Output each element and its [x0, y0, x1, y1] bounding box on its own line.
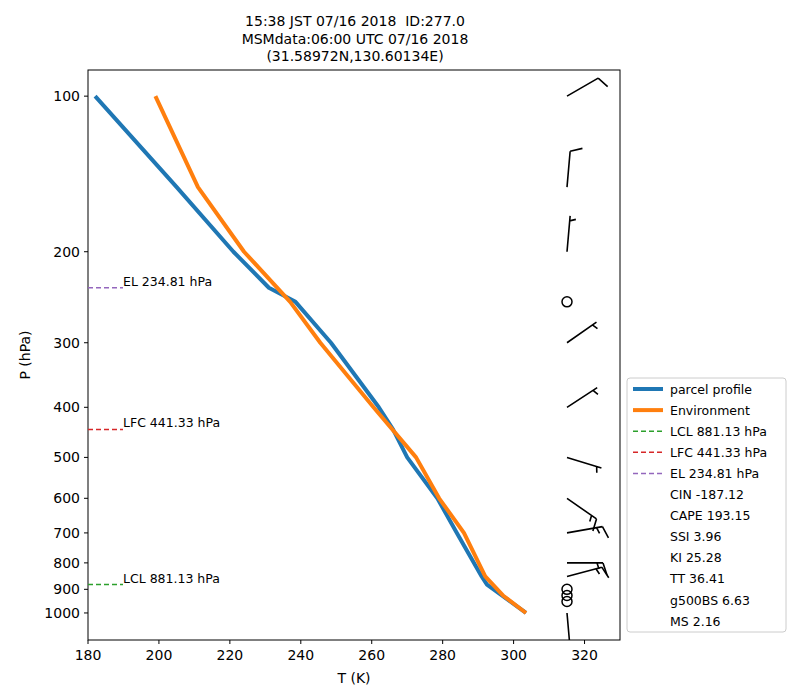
x-tick-label: 300 — [500, 647, 527, 663]
legend-index: KI 25.28 — [670, 550, 722, 565]
index-value: -187.12 — [696, 487, 744, 502]
legend-label: Environment — [670, 403, 750, 418]
y-tick — [84, 96, 88, 97]
level-line — [88, 429, 123, 431]
x-tick — [158, 640, 159, 644]
profile-line — [95, 96, 526, 613]
y-tick-label: 400 — [53, 399, 80, 415]
wind-barb — [564, 613, 570, 640]
x-tick — [584, 640, 585, 644]
index-value: 6.63 — [722, 593, 750, 608]
wind-barb — [567, 457, 601, 472]
index-value: 36.41 — [689, 571, 725, 586]
x-tick-label: 240 — [287, 647, 314, 663]
y-tick — [84, 562, 88, 563]
x-tick-label: 200 — [146, 647, 173, 663]
x-tick-label: 220 — [216, 647, 243, 663]
index-value: 193.15 — [707, 508, 751, 523]
y-tick-label: 700 — [53, 525, 80, 541]
x-tick-label: 320 — [571, 647, 598, 663]
chart: 15:38 JST 07/16 2018 ID:277.0 MSMdata:06:… — [0, 0, 800, 700]
legend-handle — [633, 430, 663, 432]
y-tick — [84, 498, 88, 499]
y-tick — [84, 612, 88, 613]
y-tick — [84, 342, 88, 343]
legend-handle — [633, 387, 663, 391]
wind-calm — [562, 596, 572, 606]
wind-barb — [567, 498, 596, 531]
legend-box — [627, 378, 786, 632]
plot-area — [95, 78, 609, 640]
level-label: EL 234.81 hPa — [123, 274, 212, 289]
index-value: 2.16 — [693, 614, 721, 629]
wind-barb — [567, 78, 608, 96]
legend-handle — [633, 408, 663, 412]
x-tick — [88, 640, 89, 644]
y-tick-label: 600 — [53, 490, 80, 506]
legend-index: TT 36.41 — [669, 571, 725, 586]
level-line — [88, 584, 123, 586]
legend-label: EL 234.81 hPa — [670, 466, 759, 481]
y-tick-label: 500 — [53, 449, 80, 465]
x-tick — [513, 640, 514, 644]
level-label: LCL 881.13 hPa — [123, 571, 220, 586]
x-axis-label: T (K) — [336, 670, 370, 686]
x-tick-label: 180 — [75, 647, 102, 663]
y-tick-label: 300 — [53, 335, 80, 351]
wind-barb — [567, 216, 576, 252]
wind-barb — [567, 388, 598, 408]
index-value: 3.96 — [694, 529, 722, 544]
x-tick — [229, 640, 230, 644]
index-name: CAPE — [670, 508, 703, 523]
wind-barb — [567, 148, 582, 187]
wind-barb — [567, 322, 597, 343]
index-name: CIN — [670, 487, 692, 502]
index-name: SSI — [670, 529, 690, 544]
legend-index: MS 2.16 — [670, 614, 721, 629]
wind-calm — [562, 297, 572, 307]
wind-barb — [567, 567, 609, 578]
index-name: KI — [670, 550, 682, 565]
y-tick — [84, 532, 88, 533]
y-tick-label: 800 — [53, 555, 80, 571]
legend-label: LCL 881.13 hPa — [670, 424, 767, 439]
legend-index: g500BS 6.63 — [670, 593, 750, 608]
index-name: TT — [669, 571, 685, 586]
y-tick-label: 100 — [53, 88, 80, 104]
legend: parcel profile Environment LCL 881.13 hPa L… — [627, 378, 786, 632]
x-tick-label: 280 — [429, 647, 456, 663]
wind-barb — [567, 527, 608, 538]
level-label: LFC 441.33 hPa — [123, 415, 220, 430]
legend-label: LFC 441.33 hPa — [670, 445, 767, 460]
y-tick-label: 200 — [53, 244, 80, 260]
index-name: MS — [670, 614, 689, 629]
subtitle: (31.58972N,130.60134E) — [266, 48, 443, 64]
title: 15:38 JST 07/16 2018 ID:277.0 — [245, 13, 465, 29]
plot-frame — [88, 70, 620, 640]
legend-handle — [633, 473, 663, 475]
legend-index: CAPE 193.15 — [670, 508, 750, 523]
index-value: 25.28 — [686, 550, 722, 565]
index-name: g500BS — [670, 593, 718, 608]
legend-handle — [633, 452, 663, 454]
wind-barb — [567, 563, 607, 575]
level-line — [88, 287, 123, 289]
y-tick — [84, 251, 88, 252]
y-tick-label: 900 — [53, 581, 80, 597]
x-tick — [442, 640, 443, 644]
profile-line — [155, 96, 526, 613]
subtitle: MSMdata:06:00 UTC 07/16 2018 — [242, 31, 469, 47]
x-tick — [371, 640, 372, 644]
x-tick — [300, 640, 301, 644]
background — [0, 0, 800, 700]
y-tick — [84, 407, 88, 408]
y-axis-label: P (hPa) — [17, 330, 33, 379]
y-tick — [84, 457, 88, 458]
legend-label: parcel profile — [670, 382, 752, 397]
x-tick-label: 260 — [358, 647, 385, 663]
y-tick-label: 1000 — [44, 605, 80, 621]
legend-index: SSI 3.96 — [670, 529, 721, 544]
y-tick — [84, 589, 88, 590]
legend-index: CIN -187.12 — [670, 487, 744, 502]
